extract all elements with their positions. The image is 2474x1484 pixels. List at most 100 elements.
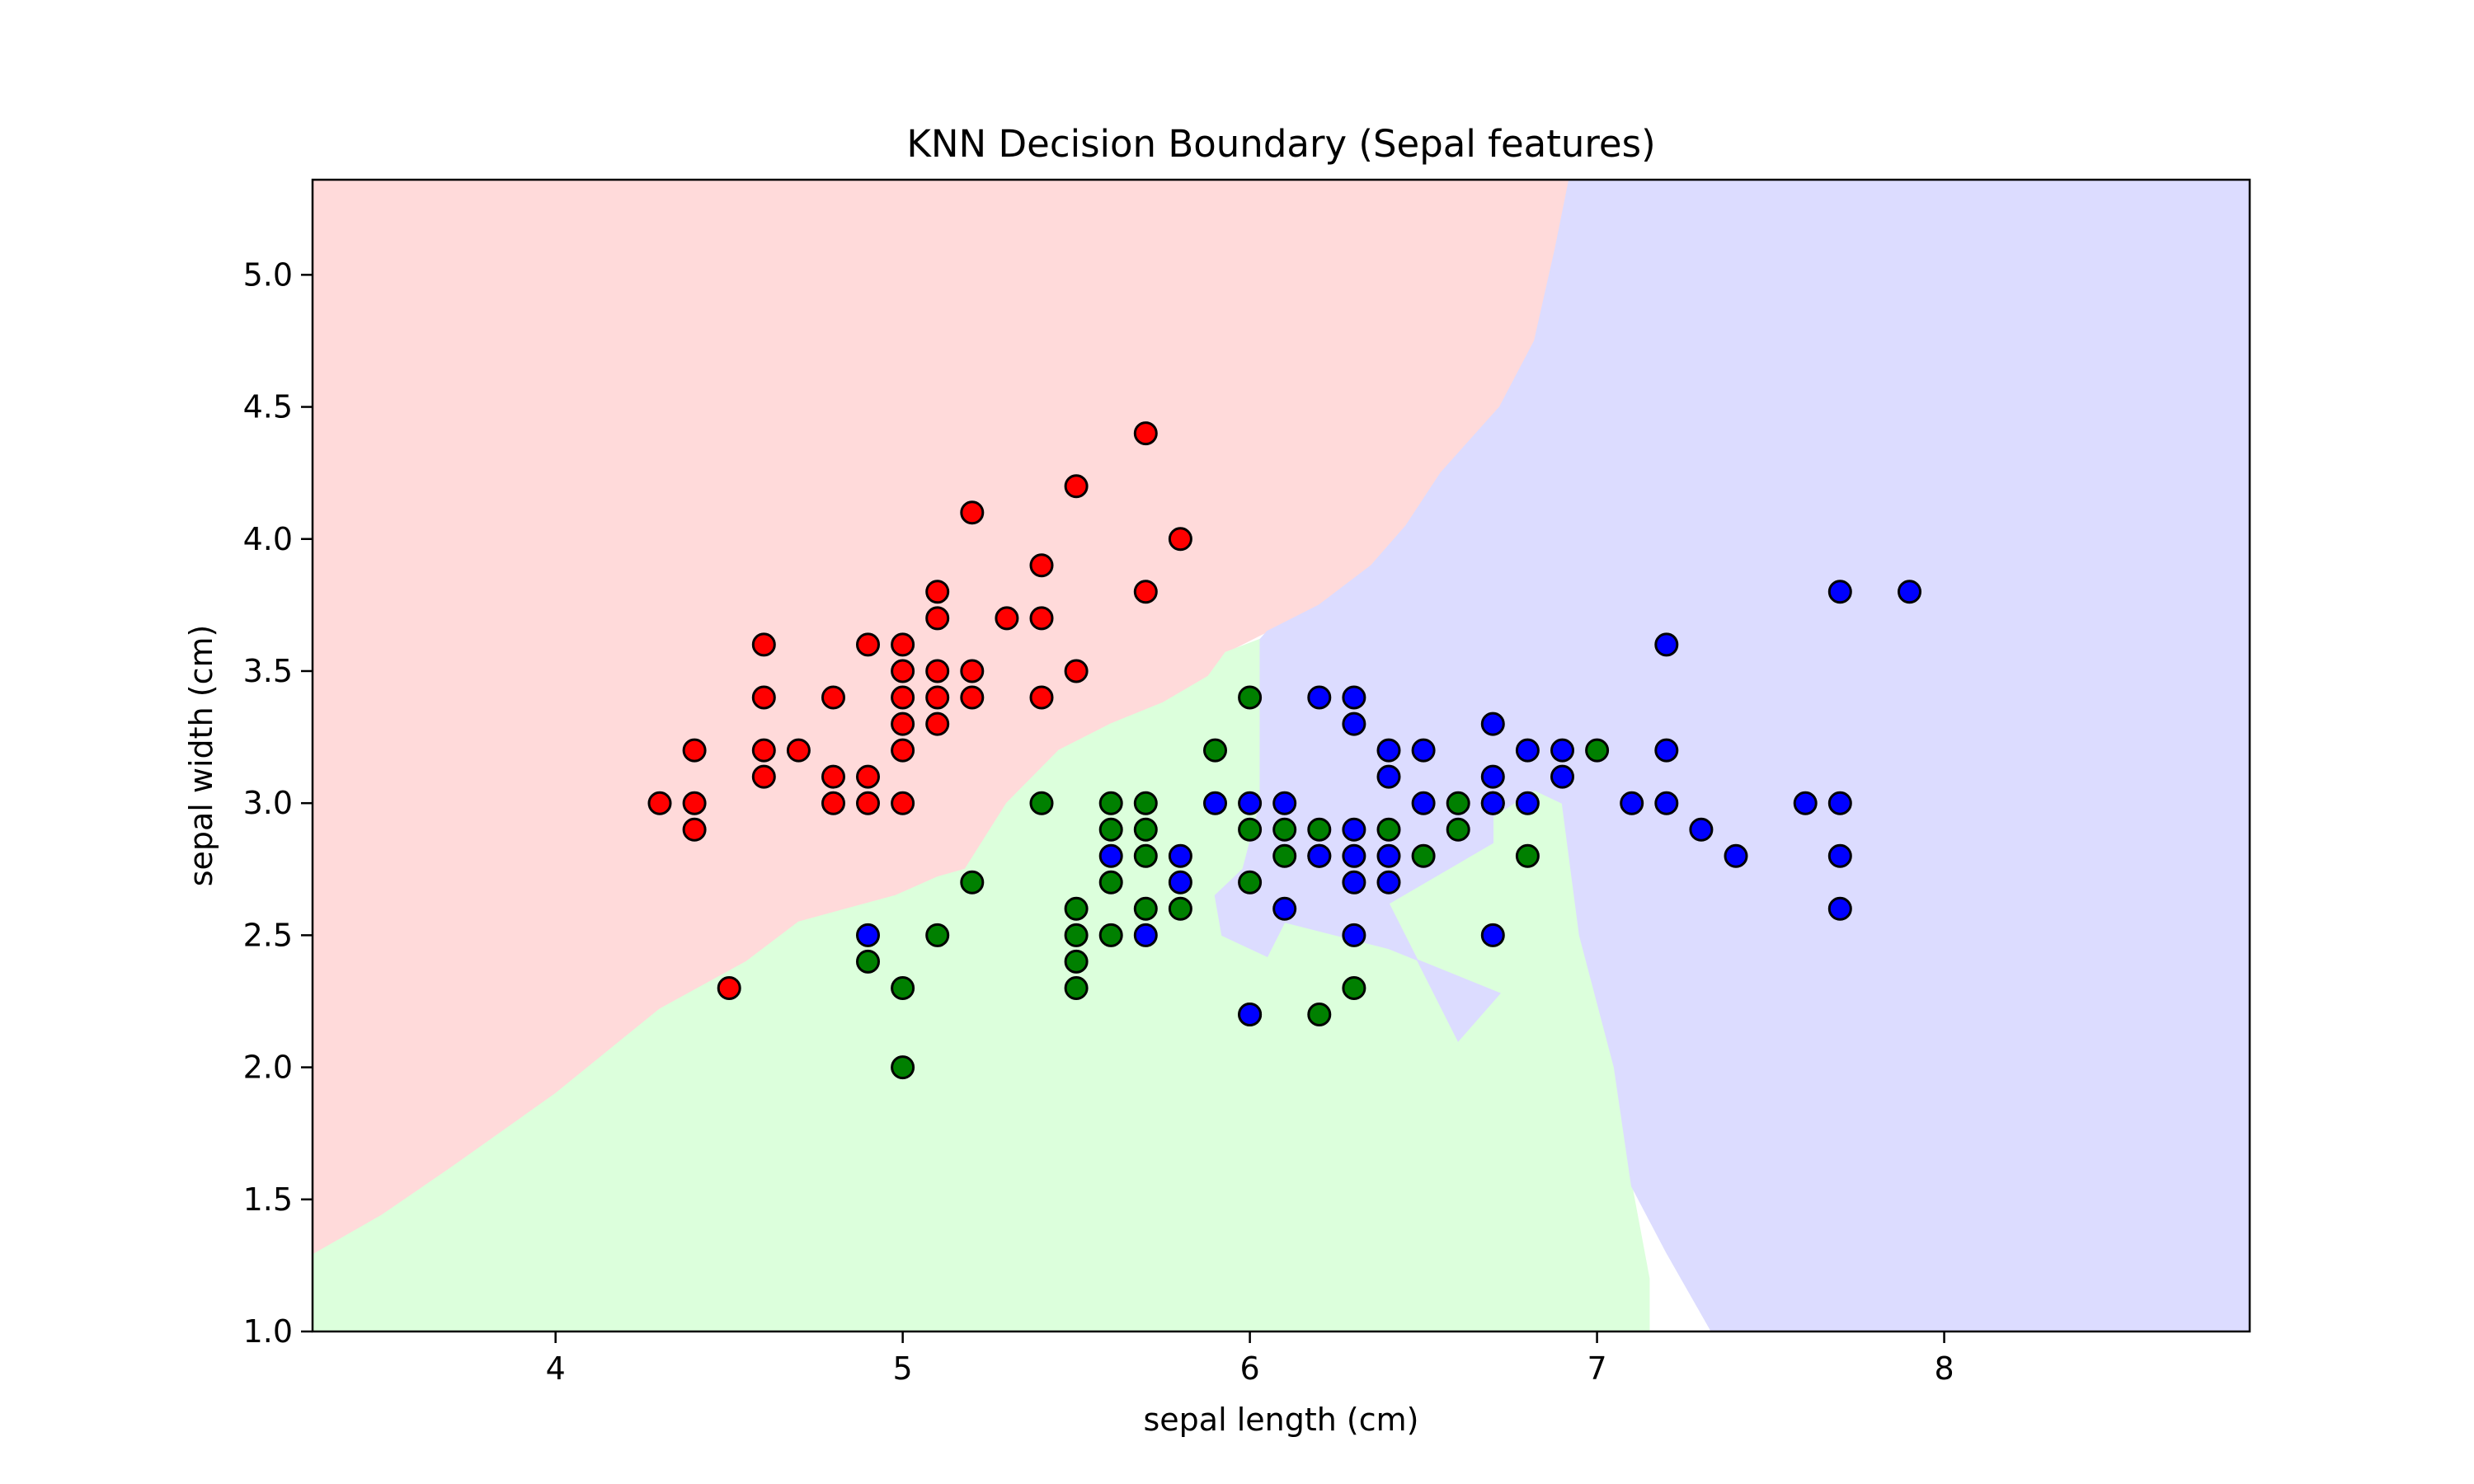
versicolor-point [1133, 896, 1158, 921]
virginica-point [1827, 580, 1852, 604]
versicolor-point [1238, 685, 1263, 710]
y-tick-label: 2.0 [243, 1050, 293, 1086]
setosa-point [682, 791, 707, 815]
virginica-point [1133, 923, 1158, 947]
virginica-point [1342, 870, 1366, 895]
setosa-point [821, 764, 845, 789]
versicolor-point [1585, 738, 1610, 763]
versicolor-point [1446, 791, 1470, 815]
plot-frame [311, 178, 2251, 1333]
versicolor-point [1098, 870, 1123, 895]
setosa-point [751, 632, 776, 657]
virginica-point [1620, 791, 1644, 815]
virginica-point [1654, 632, 1679, 657]
virginica-point [1480, 711, 1505, 736]
versicolor-point [1376, 817, 1401, 842]
virginica-point [1307, 685, 1332, 710]
virginica-point [1480, 764, 1505, 789]
virginica-point [1827, 896, 1852, 921]
versicolor-point [1238, 870, 1263, 895]
setosa-point [1029, 685, 1054, 710]
virginica-point [1515, 738, 1540, 763]
versicolor-point [1307, 1003, 1332, 1026]
versicolor-point [1342, 976, 1366, 1000]
y-tick-label: 2.5 [243, 917, 293, 953]
virginica-point [1515, 791, 1540, 815]
versicolor-point [1064, 896, 1089, 921]
versicolor-point [1064, 949, 1089, 974]
decision-regions [312, 179, 2251, 1332]
virginica-point [1376, 738, 1401, 763]
y-tick-label: 3.5 [243, 653, 293, 689]
chart-title: KNN Decision Boundary (Sepal features) [906, 122, 1655, 166]
setosa-point [821, 791, 845, 815]
setosa-point [647, 791, 672, 815]
versicolor-point [1098, 791, 1123, 815]
virginica-point [1550, 764, 1574, 789]
setosa-point [925, 659, 950, 683]
versicolor-point [1133, 791, 1158, 815]
virginica-point [1827, 791, 1852, 815]
setosa-point [1064, 474, 1089, 499]
x-tick-label: 8 [1934, 1350, 1954, 1387]
versicolor-point [1272, 817, 1297, 842]
setosa-point [960, 500, 985, 525]
virginica-point [1827, 843, 1852, 868]
setosa-point [925, 685, 950, 710]
virginica-point [1342, 843, 1366, 868]
versicolor-point [1515, 843, 1540, 868]
setosa-point [751, 685, 776, 710]
virginica-point [1168, 843, 1192, 868]
setosa-point [1064, 659, 1089, 683]
setosa-point [751, 764, 776, 789]
virginica-point [1168, 870, 1192, 895]
setosa-point [717, 976, 741, 1000]
virginica-point [1307, 843, 1332, 868]
x-tick-label: 6 [1240, 1350, 1260, 1387]
y-axis-label: sepal width (cm) [183, 625, 219, 887]
setosa-point [891, 791, 915, 815]
setosa-point [995, 606, 1019, 631]
setosa-point [960, 659, 985, 683]
data-points [647, 421, 1921, 1080]
versicolor-point [1307, 817, 1332, 842]
setosa-point [1133, 580, 1158, 604]
setosa-point [1029, 606, 1054, 631]
setosa-point [891, 711, 915, 736]
virginica-point [1411, 738, 1436, 763]
y-tick-label: 4.5 [243, 389, 293, 425]
setosa-point [925, 711, 950, 736]
versicolor-point [1098, 923, 1123, 947]
virginica-point [1342, 685, 1366, 710]
setosa-point [1029, 553, 1054, 578]
virginica-point [1272, 896, 1297, 921]
virginica-point [1724, 843, 1748, 868]
virginica-point [856, 923, 880, 947]
versicolor-point [960, 870, 985, 895]
versicolor-point [1064, 923, 1089, 947]
versicolor-point [1272, 843, 1297, 868]
setosa-point [856, 791, 880, 815]
virginica-point [1342, 817, 1366, 842]
setosa-point [891, 632, 915, 657]
y-axis-ticks: 1.0 1.5 2.0 2.5 3.0 3.5 4.0 4.5 5.0 [243, 256, 313, 1350]
virginica-region [1214, 179, 2251, 1332]
x-tick-label: 7 [1587, 1350, 1606, 1387]
setosa-point [786, 738, 811, 763]
versicolor-point [1238, 817, 1263, 842]
versicolor-point [1133, 817, 1158, 842]
versicolor-point [925, 923, 950, 947]
y-tick-label: 3.0 [243, 785, 293, 821]
virginica-point [1689, 817, 1714, 842]
virginica-point [1376, 764, 1401, 789]
versicolor-point [1133, 843, 1158, 868]
versicolor-point [1168, 896, 1192, 921]
setosa-point [856, 632, 880, 657]
versicolor-point [891, 976, 915, 1000]
versicolor-point [856, 949, 880, 974]
versicolor-point [891, 1055, 915, 1080]
setosa-point [960, 685, 985, 710]
setosa-point [821, 685, 845, 710]
x-axis-ticks: 4 5 6 7 8 [546, 1331, 1954, 1387]
